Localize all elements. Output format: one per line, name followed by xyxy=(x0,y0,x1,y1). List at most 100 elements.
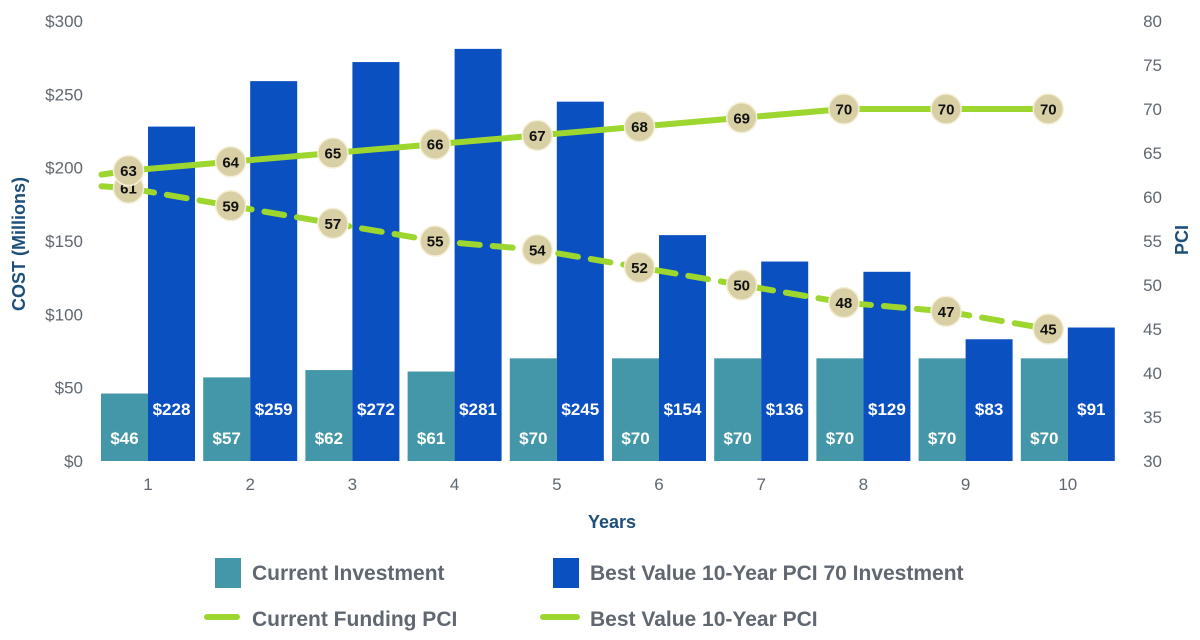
pci-data-label: 69 xyxy=(733,110,750,127)
x-tick-label: 6 xyxy=(654,475,663,494)
bar-data-label: $70 xyxy=(519,429,547,448)
bar-data-label: $70 xyxy=(928,429,956,448)
pci-marker xyxy=(317,137,349,169)
pci-marker xyxy=(317,207,349,240)
pci-marker xyxy=(828,93,860,125)
legend-label: Current Funding PCI xyxy=(252,608,457,631)
pci-marker xyxy=(521,119,554,152)
pci-marker xyxy=(623,110,656,143)
bar-data-label: $136 xyxy=(766,400,804,419)
bar-data-label: $61 xyxy=(417,429,445,448)
bar-data-label: $70 xyxy=(621,429,649,448)
pci-data-label: 70 xyxy=(938,102,955,119)
pci-marker xyxy=(112,154,145,187)
bar-best-value-investment xyxy=(250,81,298,461)
bar-current-investment xyxy=(509,358,557,461)
y2-tick-label: 65 xyxy=(1143,144,1162,163)
bar-current-investment xyxy=(918,358,966,461)
pci-data-label: 64 xyxy=(222,154,239,171)
y2-axis-title: PCI xyxy=(1172,225,1192,255)
x-axis-title: Years xyxy=(588,512,636,532)
pci-data-label: 48 xyxy=(836,295,853,312)
x-tick-label: 5 xyxy=(552,475,561,494)
bar-best-value-investment xyxy=(148,126,195,461)
y2-tick-label: 50 xyxy=(1143,276,1162,295)
legend: Current Investment Best Value 10-Year PCI… xyxy=(204,558,964,631)
pci-data-label: 47 xyxy=(938,304,955,321)
pci-marker xyxy=(521,234,554,266)
bar-data-label: $91 xyxy=(1077,400,1105,419)
y2-tick-label: 30 xyxy=(1143,452,1162,471)
pci-marker xyxy=(419,128,451,160)
x-tick-label: 4 xyxy=(450,475,459,494)
bar-data-label: $272 xyxy=(357,400,395,419)
legend-swatch xyxy=(553,558,579,588)
pci-marker xyxy=(623,251,656,284)
bar-current-investment xyxy=(101,393,148,461)
pci-marker xyxy=(725,102,758,134)
bar-current-investment xyxy=(407,371,455,461)
pci-data-label: 67 xyxy=(529,128,546,145)
y2-tick-label: 45 xyxy=(1143,320,1162,339)
legend-label: Current Investment xyxy=(252,562,445,585)
bar-data-label: $154 xyxy=(664,400,702,419)
bar-current-investment xyxy=(612,358,659,461)
bar-data-label: $281 xyxy=(459,400,497,419)
y2-tick-label: 60 xyxy=(1143,188,1162,207)
pci-marker xyxy=(1032,93,1065,125)
x-tick-label: 2 xyxy=(245,475,254,494)
pci-data-label: 70 xyxy=(1040,102,1057,119)
y-axis-title: COST (Millions) xyxy=(9,177,29,311)
y-tick-label: $100 xyxy=(45,305,83,324)
y2-tick-label: 55 xyxy=(1143,232,1162,251)
bar-best-value-investment xyxy=(1067,327,1115,461)
pci-marker xyxy=(214,190,247,222)
bar-data-label: $245 xyxy=(561,400,599,419)
legend-label: Best Value 10-Year PCI xyxy=(590,608,818,631)
bar-data-label: $70 xyxy=(826,429,854,448)
pci-data-label: 66 xyxy=(427,137,444,154)
pci-data-label: 65 xyxy=(325,146,342,163)
bar-best-value-investment xyxy=(454,48,502,461)
pci-marker xyxy=(828,286,860,319)
legend-label: Best Value 10-Year PCI 70 Investment xyxy=(590,562,964,585)
pci-data-label: 45 xyxy=(1040,322,1057,339)
pci-data-label: 59 xyxy=(222,198,239,215)
pci-data-label: 50 xyxy=(733,278,750,295)
pci-data-label: 55 xyxy=(427,234,444,251)
x-tick-label: 8 xyxy=(859,475,868,494)
pci-data-label: 52 xyxy=(631,260,648,277)
x-tick-label: 3 xyxy=(348,475,357,494)
pci-marker xyxy=(214,146,247,178)
bar-current-investment xyxy=(1020,358,1068,461)
x-tick-label: 9 xyxy=(961,475,970,494)
bar-data-label: $228 xyxy=(153,400,191,419)
pci-data-label: 57 xyxy=(325,216,342,233)
y2-tick-label: 70 xyxy=(1143,100,1162,119)
bar-current-investment xyxy=(816,358,864,461)
pci-marker xyxy=(1032,313,1065,345)
y-tick-label: $250 xyxy=(45,85,83,104)
bar-data-label: $62 xyxy=(315,429,343,448)
y2-tick-label: 80 xyxy=(1143,12,1162,31)
x-tick-label: 10 xyxy=(1058,475,1077,494)
pci-data-label: 68 xyxy=(631,119,648,136)
y2-tick-label: 40 xyxy=(1143,364,1162,383)
pci-marker xyxy=(930,93,962,125)
pci-data-label: 70 xyxy=(836,102,853,119)
pci-marker xyxy=(725,269,758,301)
y-tick-label: $200 xyxy=(45,159,83,178)
pci-data-label: 63 xyxy=(120,163,137,180)
x-tick-label: 1 xyxy=(143,475,152,494)
bar-current-investment xyxy=(203,377,251,461)
bar-data-label: $57 xyxy=(213,429,241,448)
x-tick-label: 7 xyxy=(756,475,765,494)
bar-data-label: $70 xyxy=(724,429,752,448)
pci-marker xyxy=(930,295,962,328)
pci-marker xyxy=(419,225,451,257)
bar-best-value-investment xyxy=(863,271,911,461)
bar-data-label: $259 xyxy=(255,400,293,419)
